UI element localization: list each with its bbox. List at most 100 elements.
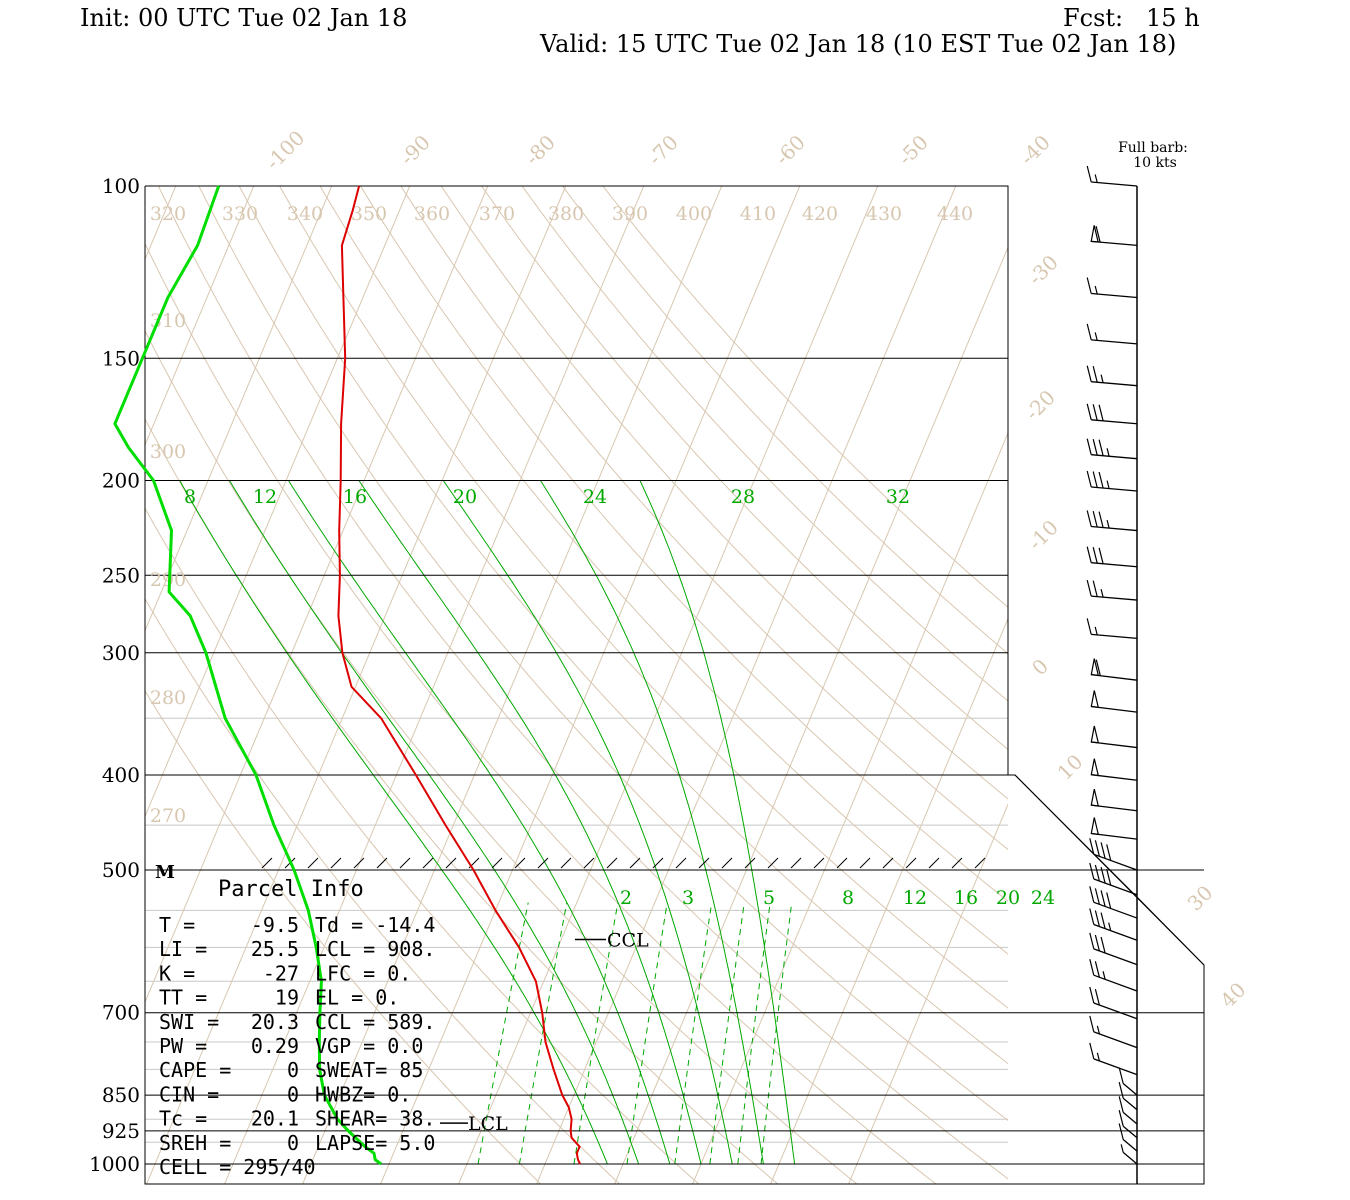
mixing-ratio-line xyxy=(573,902,619,1165)
barb-full xyxy=(1098,404,1104,421)
dry-adiabat-label: 280 xyxy=(150,687,186,709)
melt-hatch xyxy=(514,857,526,869)
wind-barb xyxy=(1118,1067,1138,1096)
wind-barb xyxy=(1086,165,1138,187)
dry-adiabat-label: 300 xyxy=(150,441,186,463)
wind-barb xyxy=(1086,365,1138,387)
dry-adiabat-label: 390 xyxy=(612,203,648,225)
barb-full xyxy=(1098,547,1104,564)
barb-full xyxy=(1100,912,1106,929)
barb-half xyxy=(1094,285,1098,295)
pressure-label: 500 xyxy=(102,858,140,882)
moist-adiabats xyxy=(179,480,796,1165)
barb-full xyxy=(1106,868,1112,886)
pressure-label: 100 xyxy=(102,174,140,198)
parcel-info-box: Parcel Info T = -9.5 Td = -14.4 LI = 25.5 LCL … xyxy=(159,877,435,1179)
dry-adiabat xyxy=(238,186,1008,1065)
wind-barb xyxy=(1118,1082,1138,1111)
barb-shaft xyxy=(1093,974,1138,992)
barb-full xyxy=(1086,470,1092,488)
barb-full xyxy=(1106,844,1112,861)
barb-full xyxy=(1094,961,1100,978)
melt-hatch xyxy=(767,857,779,869)
isotherm-label: -10 xyxy=(1023,515,1063,555)
isotherm-label: -40 xyxy=(1015,130,1055,170)
parcel-row-extra: LFC = 0. xyxy=(315,961,411,985)
melt-hatch xyxy=(330,857,342,869)
barb-half xyxy=(1100,588,1104,598)
melt-hatch xyxy=(744,857,756,869)
isotherm-label: -70 xyxy=(643,130,683,170)
barb-half xyxy=(1100,374,1104,383)
barb-full xyxy=(1086,277,1092,294)
barb-key-line1: Full barb: xyxy=(1118,140,1188,156)
parcel-row-value: 20.1 xyxy=(251,1107,299,1131)
barb-shaft xyxy=(1091,381,1138,387)
melt-hatch xyxy=(698,857,710,869)
barb-full xyxy=(1089,1015,1095,1033)
dry-adiabat xyxy=(198,186,1008,1122)
isotherm-label: 0 xyxy=(1027,654,1053,680)
barb-full xyxy=(1089,932,1095,950)
dry-adiabat-label: 420 xyxy=(802,203,838,225)
melt-hatch xyxy=(399,857,411,869)
moist-adiabat xyxy=(540,480,764,1165)
dry-adiabat xyxy=(145,418,779,1184)
melt-hatch xyxy=(307,857,319,869)
barb-shaft xyxy=(1091,419,1138,425)
mixing-ratio-line xyxy=(477,902,529,1165)
isotherm-label: 40 xyxy=(1216,978,1251,1013)
melt-hatch xyxy=(353,857,365,869)
isotherm-line xyxy=(224,186,645,1184)
barb-full xyxy=(1092,510,1098,528)
parcel-row-value: 19 xyxy=(275,986,299,1010)
pressure-label: 1000 xyxy=(89,1152,140,1176)
barb-full xyxy=(1118,1082,1124,1099)
barb-shaft xyxy=(1091,292,1138,299)
wind-barb xyxy=(1089,886,1138,919)
init-time: Init: 00 UTC Tue 02 Jan 18 xyxy=(80,4,408,32)
barb-shaft xyxy=(1091,339,1138,345)
wind-barb xyxy=(1090,690,1138,713)
barb-shaft xyxy=(1091,562,1138,568)
wind-barb xyxy=(1090,817,1138,840)
barb-full xyxy=(1086,365,1092,382)
barb-full xyxy=(1092,404,1098,421)
mixing-ratio-label: 12 xyxy=(903,887,927,909)
moist-adiabat-label: 24 xyxy=(583,486,607,508)
wind-barb xyxy=(1086,323,1138,345)
isotherm-line xyxy=(458,186,879,1184)
wind-barb xyxy=(1089,932,1138,966)
barb-full xyxy=(1118,1110,1124,1127)
wind-barb xyxy=(1086,510,1138,532)
pressure-label: 300 xyxy=(102,641,140,665)
barb-full xyxy=(1098,511,1104,528)
parcel-row-label: CAPE = xyxy=(159,1058,231,1082)
barb-full xyxy=(1086,618,1092,635)
barb-shaft xyxy=(1091,595,1138,601)
barb-shaft xyxy=(1093,853,1138,871)
valid-time: Valid: 15 UTC Tue 02 Jan 18 (10 EST Tue … xyxy=(540,30,1177,58)
wind-barb xyxy=(1089,838,1138,871)
isotherm-label: 30 xyxy=(1183,881,1218,916)
wind-barb xyxy=(1086,618,1138,640)
melt-hatch xyxy=(583,857,595,869)
melt-hatch xyxy=(974,857,986,869)
pressure-label: 850 xyxy=(102,1083,140,1107)
barb-flag xyxy=(1090,658,1100,677)
melt-hatch xyxy=(905,857,917,869)
barb-full xyxy=(1086,579,1092,597)
wind-barbs xyxy=(1086,165,1138,1165)
pressure-label: 700 xyxy=(102,1001,140,1025)
dry-adiabat xyxy=(400,186,1008,851)
barb-full xyxy=(1094,864,1100,882)
barb-shaft xyxy=(1122,1151,1138,1165)
forecast-hour: Fcst: 15 h xyxy=(1063,4,1200,32)
wind-barb xyxy=(1086,546,1138,568)
barb-half xyxy=(1106,480,1110,489)
moist-adiabat xyxy=(358,480,702,1165)
moist-adiabat xyxy=(639,480,796,1165)
isotherm-label: 10 xyxy=(1053,750,1088,785)
isotherm-label: -20 xyxy=(1020,385,1060,425)
wind-barb xyxy=(1089,908,1138,941)
